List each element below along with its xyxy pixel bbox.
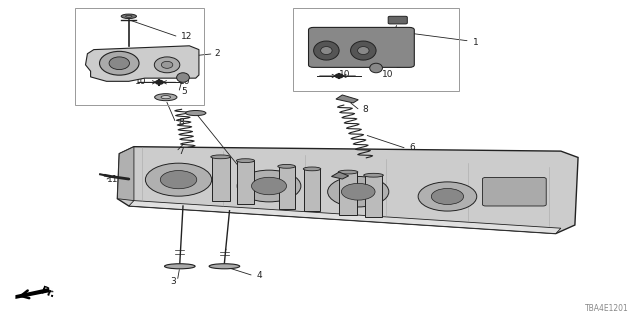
- Ellipse shape: [177, 73, 189, 82]
- Bar: [304, 169, 320, 212]
- Polygon shape: [117, 147, 578, 234]
- Text: 5: 5: [395, 61, 401, 70]
- Ellipse shape: [161, 61, 173, 68]
- Bar: [75, 8, 204, 105]
- Text: 5: 5: [181, 87, 187, 96]
- FancyBboxPatch shape: [483, 178, 546, 206]
- Text: 10: 10: [179, 77, 190, 86]
- Polygon shape: [15, 288, 49, 299]
- Polygon shape: [86, 46, 199, 81]
- FancyBboxPatch shape: [308, 28, 414, 68]
- Ellipse shape: [121, 14, 136, 19]
- Text: 2: 2: [215, 49, 221, 58]
- Text: 9: 9: [248, 169, 254, 178]
- Circle shape: [328, 177, 389, 207]
- Ellipse shape: [364, 173, 383, 177]
- Ellipse shape: [236, 159, 255, 163]
- Ellipse shape: [278, 164, 295, 168]
- Text: 8: 8: [179, 118, 184, 127]
- Circle shape: [341, 183, 375, 200]
- Ellipse shape: [358, 47, 369, 54]
- Ellipse shape: [109, 57, 129, 69]
- Ellipse shape: [125, 15, 132, 17]
- Text: 1: 1: [473, 38, 479, 47]
- Ellipse shape: [155, 94, 177, 101]
- Ellipse shape: [338, 170, 358, 174]
- Text: 11: 11: [106, 175, 118, 184]
- Bar: [212, 157, 230, 201]
- Text: Fr.: Fr.: [40, 285, 56, 300]
- Bar: [293, 8, 459, 91]
- Ellipse shape: [161, 96, 171, 99]
- Circle shape: [418, 182, 477, 211]
- Circle shape: [237, 170, 301, 202]
- Ellipse shape: [209, 264, 240, 269]
- Text: 10: 10: [135, 77, 147, 86]
- Circle shape: [160, 171, 196, 189]
- Circle shape: [431, 188, 463, 204]
- Polygon shape: [336, 95, 358, 103]
- Polygon shape: [332, 172, 349, 179]
- Bar: [365, 175, 383, 217]
- Ellipse shape: [351, 41, 376, 60]
- Bar: [278, 166, 294, 209]
- Text: 4: 4: [256, 271, 262, 280]
- Text: TBA4E1201: TBA4E1201: [586, 304, 629, 313]
- Circle shape: [252, 177, 287, 195]
- Text: 3: 3: [170, 277, 176, 286]
- Text: 10: 10: [339, 70, 351, 79]
- Circle shape: [145, 163, 212, 196]
- Ellipse shape: [100, 51, 139, 75]
- Bar: [339, 172, 357, 215]
- Ellipse shape: [211, 155, 230, 159]
- Ellipse shape: [164, 264, 195, 269]
- Circle shape: [156, 80, 163, 84]
- Ellipse shape: [154, 57, 180, 73]
- Ellipse shape: [321, 47, 332, 54]
- Ellipse shape: [186, 110, 206, 116]
- Bar: [237, 161, 253, 204]
- Polygon shape: [129, 201, 561, 234]
- Text: 8: 8: [363, 105, 369, 114]
- Ellipse shape: [314, 41, 339, 60]
- Text: 6: 6: [409, 143, 415, 152]
- Text: 9: 9: [346, 178, 351, 187]
- Ellipse shape: [303, 167, 321, 171]
- Text: 12: 12: [181, 32, 193, 41]
- Text: 12: 12: [395, 29, 406, 38]
- FancyBboxPatch shape: [388, 16, 407, 24]
- Ellipse shape: [370, 63, 383, 73]
- Text: 10: 10: [383, 70, 394, 79]
- Polygon shape: [117, 147, 134, 201]
- Text: 7: 7: [179, 147, 184, 156]
- Circle shape: [335, 74, 343, 78]
